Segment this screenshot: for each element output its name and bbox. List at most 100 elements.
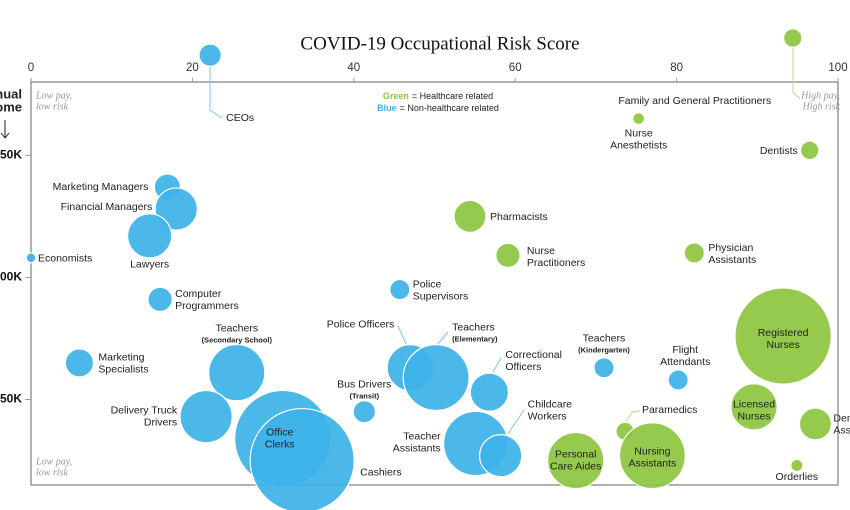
bubble <box>618 422 686 490</box>
corner-note: High risk <box>802 101 841 112</box>
chart-title: COVID-19 Occupational Risk Score <box>300 33 579 54</box>
legend-entry: Green = Healthcare related <box>383 91 493 101</box>
bubble <box>730 383 778 431</box>
bubble <box>352 400 377 424</box>
bubble <box>126 213 173 259</box>
bubble-label: Flight <box>672 344 698 356</box>
bubble-label: Anesthetists <box>610 139 667 151</box>
legend-text: = Healthcare related <box>412 91 493 101</box>
corner-note: low risk <box>36 467 69 478</box>
bubble <box>179 389 233 444</box>
y-tick-label: $100K <box>0 270 22 284</box>
legend-entry: Blue = Non-healthcare related <box>377 103 499 113</box>
bubble <box>593 357 615 379</box>
bubble-label: Programmers <box>175 300 239 312</box>
bubble <box>667 369 689 391</box>
plot-frame <box>30 81 839 486</box>
corner-note: low risk <box>36 101 69 112</box>
bubble-label: Nurse <box>625 127 653 139</box>
bubble <box>453 199 487 233</box>
bubble-label: Nurse <box>527 245 555 257</box>
x-tick-label: 40 <box>347 62 360 74</box>
bubble <box>799 140 820 161</box>
bubble <box>469 372 510 412</box>
bubble-label: Family and General Practitioners <box>618 95 771 107</box>
bubble-label: Officers <box>505 361 541 373</box>
bubble-label: Clerks <box>265 438 295 450</box>
bubble-label: Teacher <box>403 430 441 442</box>
leader-line <box>492 357 502 373</box>
bubble <box>208 343 266 402</box>
bubble <box>495 242 521 269</box>
bubble-label: Practitioners <box>527 257 585 269</box>
y-axis-label: Income <box>0 99 22 114</box>
bubble <box>547 431 605 490</box>
x-tick-label: 80 <box>670 62 683 74</box>
bubble-label: Teachers <box>452 321 495 333</box>
bubble <box>402 344 470 412</box>
bubble-label: Registered <box>758 327 809 339</box>
bubble-label: Care Aides <box>550 460 601 472</box>
bubble-label: Assistants <box>833 425 850 437</box>
bubble-label: Pharmacists <box>490 211 548 223</box>
bubble-label: Specialists <box>98 364 148 376</box>
legend-text: = Non-healthcare related <box>400 103 499 113</box>
bubble <box>790 458 804 473</box>
x-tick-label: 20 <box>186 62 199 74</box>
bubble <box>683 242 705 264</box>
bubble-label: Nurses <box>737 411 770 423</box>
bubble <box>734 287 832 385</box>
bubble-label: Licensed <box>733 399 775 411</box>
bubble-label: Office <box>266 426 293 438</box>
bubble-label: Dental <box>833 413 850 425</box>
bubble-label: Financial Managers <box>61 201 153 213</box>
bubble-label: Assistants <box>708 254 756 266</box>
x-tick-label: 0 <box>28 62 34 74</box>
y-axis-arrow <box>0 120 10 139</box>
bubble-label: Physician <box>708 242 753 254</box>
corner-note: High pay, <box>800 90 840 101</box>
bubble-label: Teachers <box>583 333 626 345</box>
bubble-label: Police <box>413 278 442 290</box>
bubble-label: Nursing <box>634 445 670 457</box>
bubble-label: Assistants <box>628 457 676 469</box>
bubble-label: Nurses <box>766 339 799 351</box>
legend-key: Green <box>383 91 409 101</box>
bubble-label: Childcare <box>528 398 573 410</box>
bubble <box>198 43 222 67</box>
bubble <box>478 434 523 478</box>
leader-line <box>397 325 407 345</box>
bubble-label: Lawyers <box>130 259 169 271</box>
bubble-label: Bus Drivers <box>337 379 391 391</box>
bubble-label: Marketing <box>98 352 144 364</box>
bubble <box>389 278 411 301</box>
bubble <box>154 187 198 231</box>
bubble-label: Workers <box>528 410 567 422</box>
bubble-label: CEOs <box>226 112 254 124</box>
bubble-label: (Elementary) <box>452 335 498 344</box>
bubble-label: (Kindergarten) <box>578 346 630 355</box>
leader-line <box>435 331 449 347</box>
corner-note: Low pay, <box>35 456 72 467</box>
bubble-label: Correctional <box>505 349 562 361</box>
bubble <box>25 252 37 264</box>
bubble-label: (Transit) <box>349 392 379 401</box>
bubble-label: Marketing Managers <box>53 181 149 193</box>
leader-line <box>624 410 641 424</box>
x-tick-label: 60 <box>509 62 522 74</box>
bubble-label: Supervisors <box>413 290 468 302</box>
bubble-label: Drivers <box>144 416 177 428</box>
y-tick-label: $150K <box>0 147 22 161</box>
bubble-label: Assistants <box>393 442 441 454</box>
x-tick-label: 100 <box>828 62 847 74</box>
bubble-label: Orderlies <box>776 471 819 483</box>
bubble <box>782 28 803 48</box>
bubble-label: Computer <box>175 288 222 300</box>
bubble <box>147 286 173 313</box>
bubble-label: Economists <box>38 253 92 265</box>
legend-key: Blue <box>377 103 397 113</box>
bubble-label: Personal <box>555 448 596 460</box>
bubble-label: Attendants <box>660 356 710 368</box>
